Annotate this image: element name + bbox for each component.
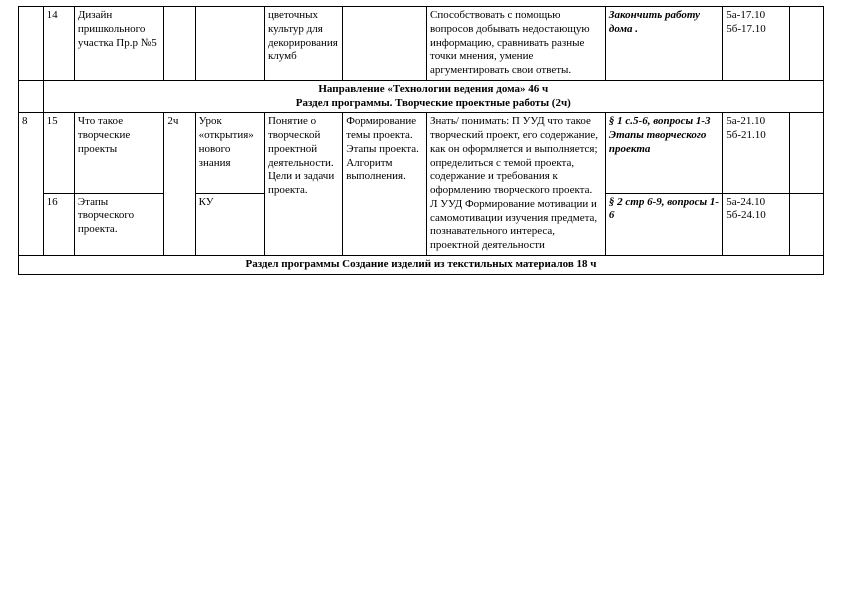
cell-group <box>19 7 44 81</box>
cell-lesson-type: КУ <box>195 193 264 255</box>
homework-text: § 2 стр 6-9, вопросы 1-6 <box>609 196 719 222</box>
cell-competence: Знать/ понимать: П УУД что такое творчес… <box>427 113 606 256</box>
cell-group: 8 <box>19 113 44 256</box>
cell-lesson-type: Урок «открытия» нового знания <box>195 113 264 193</box>
cell-num: 16 <box>43 193 74 255</box>
cell-dates: 5а-17.10 5б-17.10 <box>723 7 790 81</box>
cell-group <box>19 80 44 113</box>
cell-competence: Способствовать с помощью вопросов добыва… <box>427 7 606 81</box>
cell-content: цветочных культур для декорирования клум… <box>264 7 342 81</box>
table-row: 8 15 Что такое творческие проекты 2ч Уро… <box>19 113 824 193</box>
cell-homework: Закончить работу дома . <box>605 7 722 81</box>
section-header: Направление «Технологии ведения дома» 46… <box>43 80 823 113</box>
section-header-row: Раздел программы Создание изделий из тек… <box>19 255 824 274</box>
cell-topic: Этапы творческого проекта. <box>74 193 163 255</box>
cell-lesson-type <box>195 7 264 81</box>
cell-hours: 2ч <box>164 113 195 256</box>
cell-empty <box>790 113 824 193</box>
section-line1: Направление «Технологии ведения дома» 46… <box>47 83 820 97</box>
section-header-row: Направление «Технологии ведения дома» 46… <box>19 80 824 113</box>
cell-num: 15 <box>43 113 74 193</box>
cell-dates: 5а-24.10 5б-24.10 <box>723 193 790 255</box>
section-line2: Раздел программы. Творческие проектные р… <box>47 97 820 111</box>
table-row: 14 Дизайн пришкольного участка Пр.р №5 ц… <box>19 7 824 81</box>
curriculum-table: 14 Дизайн пришкольного участка Пр.р №5 ц… <box>18 6 824 275</box>
cell-hours <box>164 7 195 81</box>
section-header: Раздел программы Создание изделий из тек… <box>19 255 824 274</box>
cell-form <box>343 7 427 81</box>
homework-text: § 1 с.5-6, вопросы 1-3 Этапы творческого… <box>609 115 711 155</box>
cell-form: Формирование темы проекта. Этапы проекта… <box>343 113 427 256</box>
cell-topic: Что такое творческие проекты <box>74 113 163 193</box>
cell-content: Понятие о творческой проектной деятельно… <box>264 113 342 256</box>
cell-empty <box>790 193 824 255</box>
cell-dates: 5а-21.10 5б-21.10 <box>723 113 790 193</box>
cell-num: 14 <box>43 7 74 81</box>
homework-text: Закончить работу дома . <box>609 9 700 35</box>
cell-empty <box>790 7 824 81</box>
cell-homework: § 2 стр 6-9, вопросы 1-6 <box>605 193 722 255</box>
cell-topic: Дизайн пришкольного участка Пр.р №5 <box>74 7 163 81</box>
cell-homework: § 1 с.5-6, вопросы 1-3 Этапы творческого… <box>605 113 722 193</box>
